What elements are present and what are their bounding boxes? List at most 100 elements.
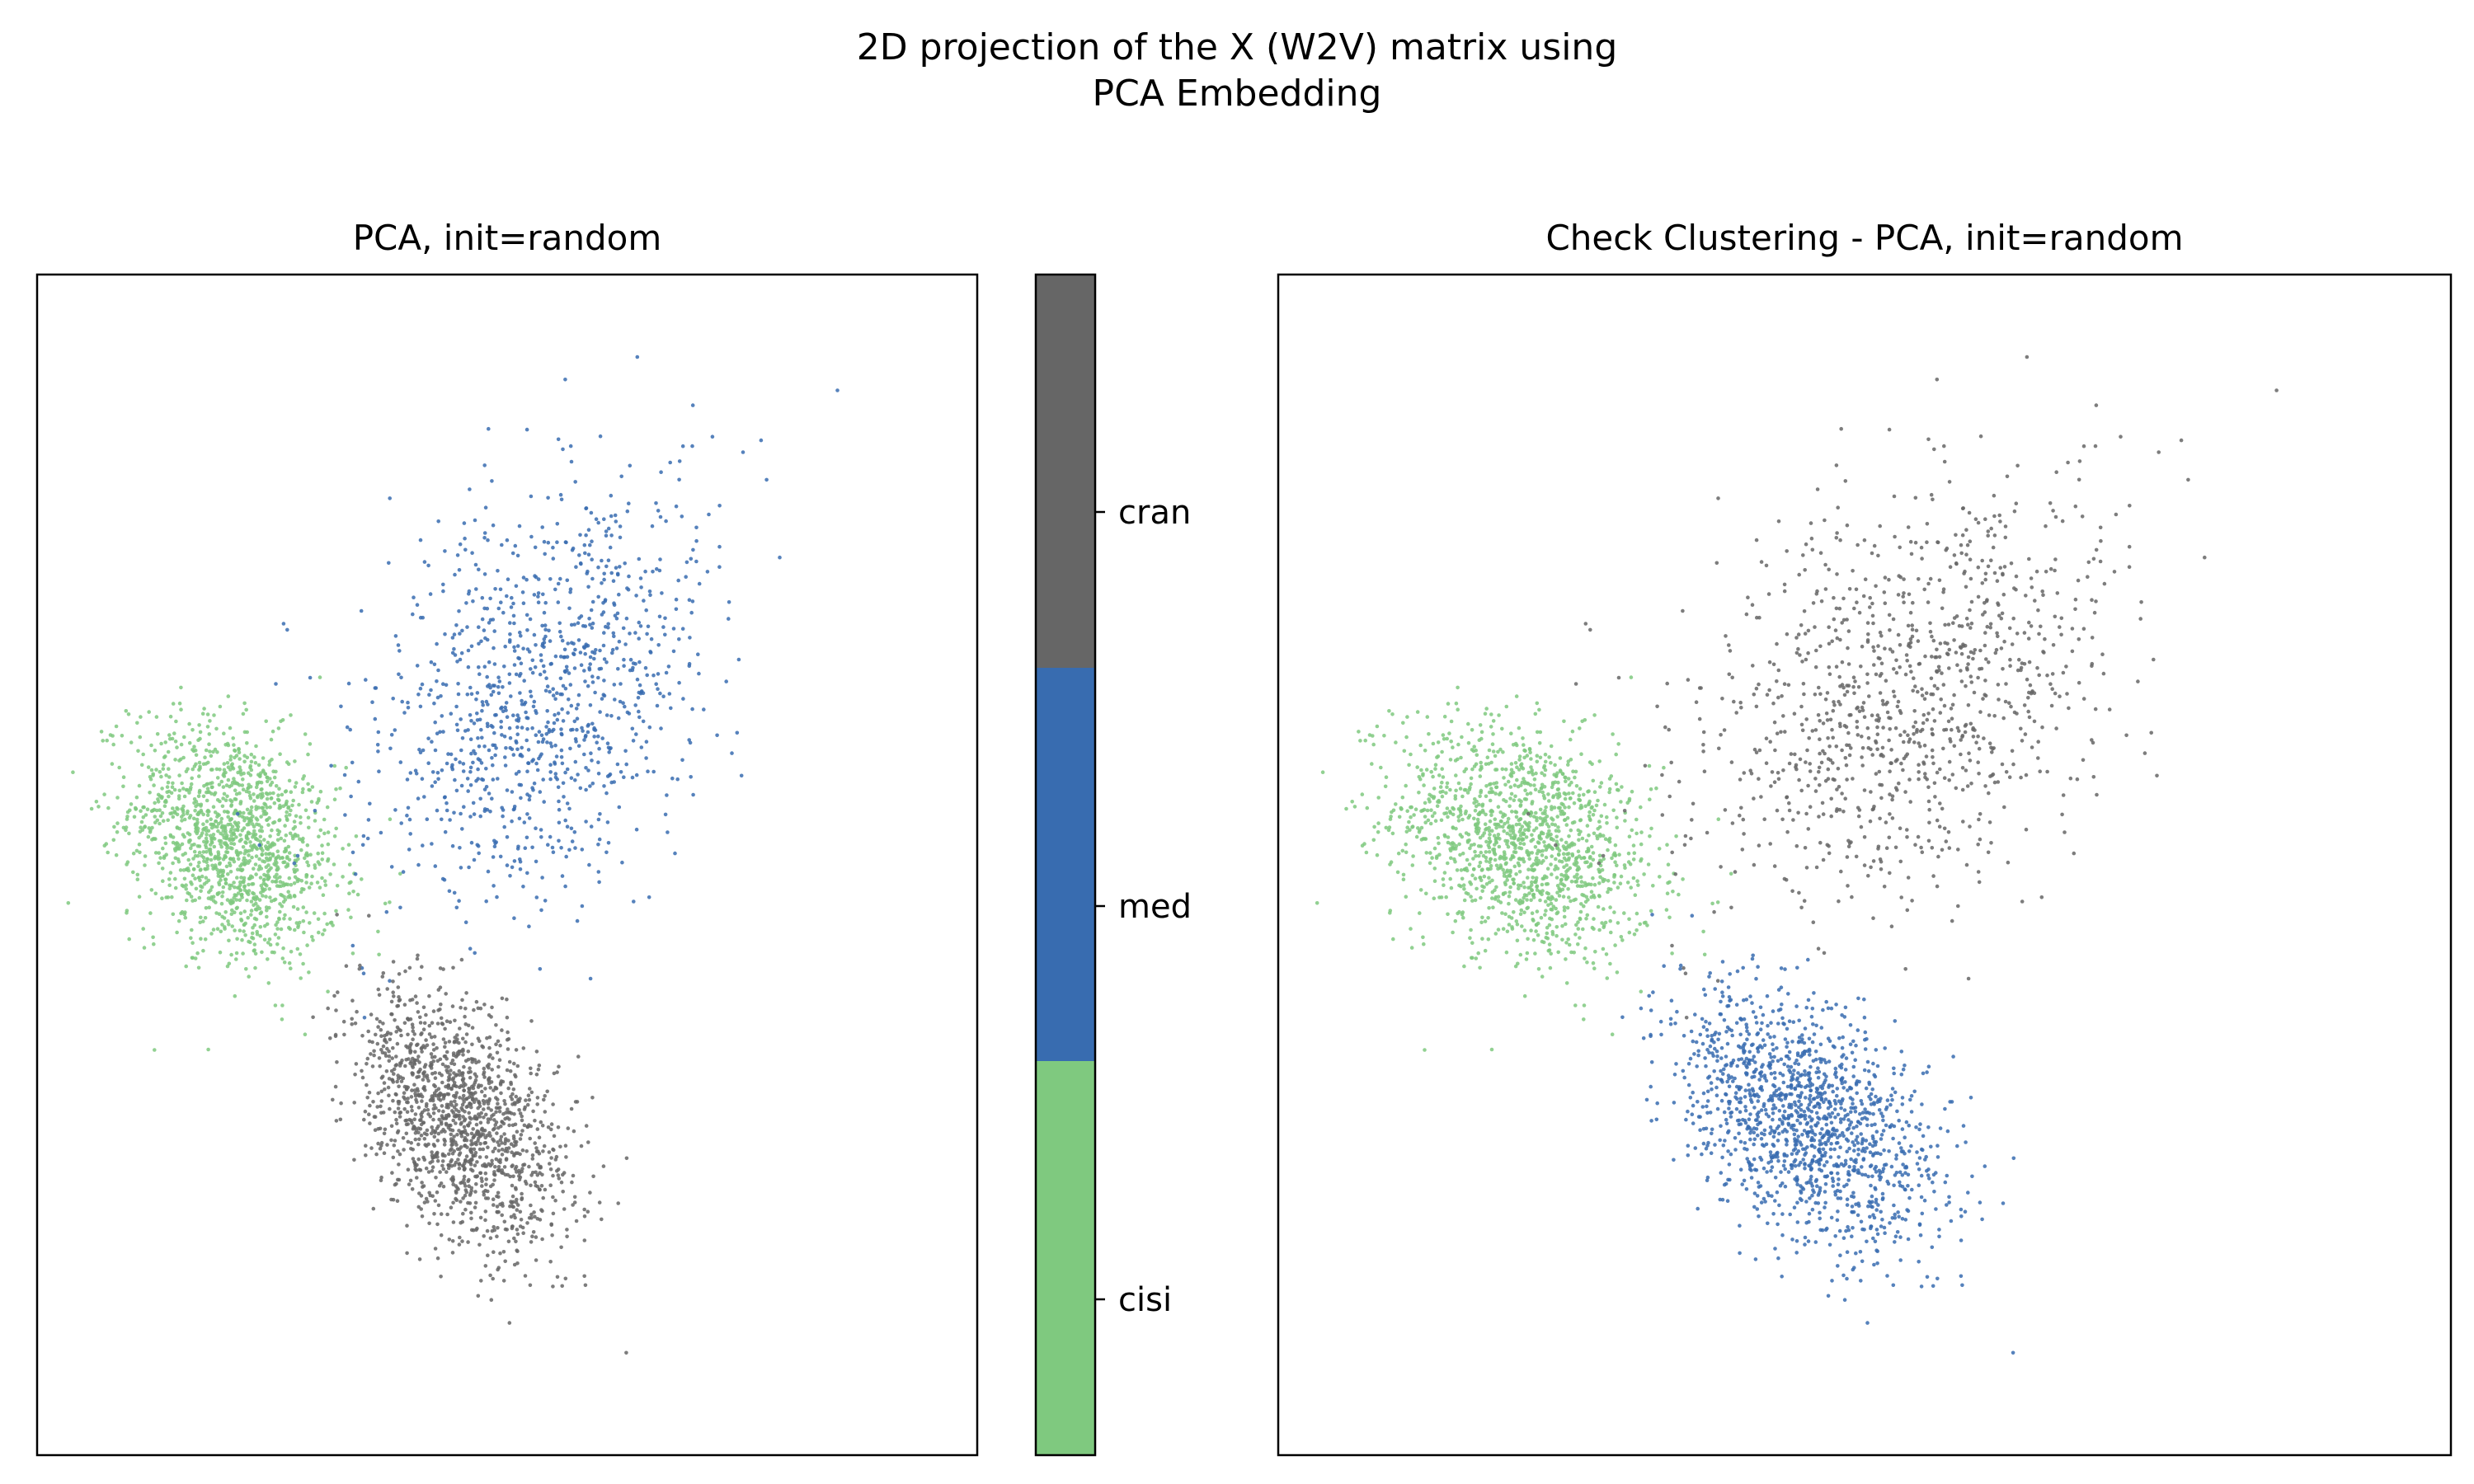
scatter-point xyxy=(293,875,298,880)
scatter-point xyxy=(471,760,475,765)
scatter-point xyxy=(415,956,420,961)
scatter-point xyxy=(469,1084,474,1089)
scatter-point xyxy=(429,1131,434,1135)
scatter-point xyxy=(590,680,595,684)
scatter-point xyxy=(618,699,623,704)
scatter-point xyxy=(196,864,200,868)
scatter-point xyxy=(505,997,509,1002)
scatter-point xyxy=(1625,881,1630,885)
scatter-point xyxy=(310,935,314,939)
scatter-point xyxy=(316,917,321,922)
scatter-point xyxy=(1471,867,1476,871)
scatter-point xyxy=(644,740,649,744)
scatter-point xyxy=(244,707,248,712)
scatter-point xyxy=(220,804,225,809)
scatter-point xyxy=(541,1149,545,1153)
scatter-point xyxy=(213,791,218,796)
scatter-point xyxy=(1529,928,1533,932)
scatter-point xyxy=(1448,758,1453,762)
scatter-point xyxy=(128,808,132,813)
scatter-point xyxy=(553,654,558,659)
scatter-point xyxy=(520,1167,524,1171)
scatter-point xyxy=(388,496,393,500)
scatter-point xyxy=(1576,920,1580,924)
scatter-point xyxy=(512,621,516,626)
scatter-point xyxy=(398,871,402,876)
scatter-point xyxy=(1535,730,1540,735)
scatter-point xyxy=(1435,755,1439,759)
scatter-point xyxy=(418,686,423,691)
scatter-point xyxy=(195,817,200,822)
scatter-point xyxy=(1462,887,1466,891)
scatter-point xyxy=(1537,789,1541,794)
scatter-point xyxy=(1480,915,1484,920)
scatter-point xyxy=(137,842,142,847)
scatter-point xyxy=(604,791,609,796)
scatter-point xyxy=(494,840,498,844)
scatter-point xyxy=(453,1018,457,1023)
scatter-point xyxy=(483,636,487,641)
scatter-point xyxy=(392,1144,397,1148)
scatter-point xyxy=(280,718,285,722)
scatter-point xyxy=(539,835,543,839)
scatter-point xyxy=(189,846,193,851)
scatter-point xyxy=(526,1093,531,1097)
scatter-point xyxy=(461,1097,465,1101)
scatter-point xyxy=(596,772,601,776)
scatter-point xyxy=(1466,721,1470,726)
scatter-point xyxy=(1437,773,1442,777)
scatter-point xyxy=(185,811,190,816)
scatter-point xyxy=(1456,707,1460,711)
scatter-point xyxy=(1574,923,1578,928)
scatter-point xyxy=(627,574,631,579)
scatter-point xyxy=(170,785,175,789)
scatter-point xyxy=(505,1015,510,1020)
scatter-point xyxy=(184,787,189,792)
scatter-point xyxy=(587,668,592,672)
scatter-point xyxy=(461,1049,465,1054)
scatter-point xyxy=(506,1086,510,1091)
scatter-point xyxy=(458,632,462,636)
scatter-point xyxy=(584,734,588,738)
scatter-point xyxy=(432,1134,437,1139)
scatter-point xyxy=(420,1099,424,1103)
scatter-point xyxy=(426,1170,431,1174)
scatter-point xyxy=(432,1103,436,1107)
scatter-point xyxy=(262,872,266,877)
scatter-point xyxy=(1409,752,1413,757)
scatter-point xyxy=(1490,829,1494,833)
scatter-point xyxy=(269,899,274,904)
scatter-point xyxy=(1601,879,1606,884)
scatter-point xyxy=(1433,763,1438,767)
scatter-point xyxy=(393,1092,398,1097)
scatter-point xyxy=(561,447,565,452)
scatter-point xyxy=(1554,925,1559,929)
scatter-point xyxy=(199,937,203,941)
scatter-point xyxy=(332,797,337,801)
scatter-point xyxy=(536,1067,541,1072)
scatter-point xyxy=(165,790,169,795)
scatter-point xyxy=(469,840,474,845)
scatter-point xyxy=(217,838,222,843)
scatter-point xyxy=(377,993,382,998)
scatter-point xyxy=(482,1234,486,1238)
scatter-point xyxy=(379,1099,384,1103)
scatter-point xyxy=(486,1101,491,1106)
scatter-point xyxy=(657,568,662,573)
scatter-point xyxy=(630,775,635,780)
scatter-point xyxy=(507,1321,512,1325)
scatter-point xyxy=(558,676,563,681)
scatter-point xyxy=(480,1184,484,1188)
scatter-point xyxy=(478,1120,483,1125)
scatter-point xyxy=(1543,752,1548,757)
scatter-point xyxy=(447,1152,451,1157)
scatter-point xyxy=(209,825,214,830)
scatter-point xyxy=(1551,795,1555,800)
scatter-point xyxy=(355,892,360,897)
scatter-point xyxy=(410,1088,414,1092)
scatter-point xyxy=(584,506,588,510)
scatter-point xyxy=(1423,815,1427,819)
scatter-point xyxy=(306,752,310,757)
scatter-point xyxy=(529,694,534,698)
scatter-point xyxy=(572,1200,577,1205)
